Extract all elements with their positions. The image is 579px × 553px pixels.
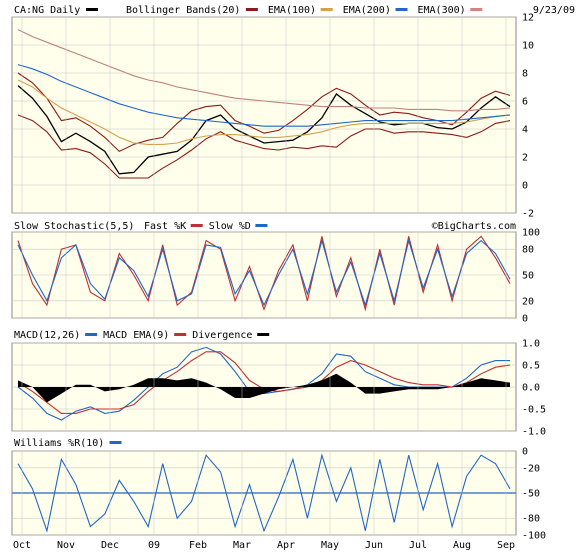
price-legend: Bollinger Bands(20) EMA(100) EMA(200) EMA(3… [86, 5, 483, 16]
williams-legend: Williams %R(10) [14, 438, 122, 449]
legend-label: MACD(12,26) [14, 330, 80, 341]
legend-swatch [255, 224, 268, 227]
x-tick-label: Jul [409, 540, 427, 551]
bb_lower-line [17, 114, 511, 179]
x-tick-label: Jun [365, 540, 383, 551]
legend-swatch [109, 441, 122, 444]
legend-label: Fast %K [144, 221, 186, 232]
y-tick-label: 0 [522, 181, 528, 192]
x-tick-label: Aug [453, 540, 471, 551]
y-tick-label: -20 [522, 463, 540, 474]
y-tick-label: 0 [522, 314, 528, 325]
macd-y-ticks: 1.0 0.5 0.0 -0.5 -1.0 [522, 339, 546, 438]
williams-y-ticks: 0 -20 -50 -80 -100 [522, 447, 546, 542]
x-tick-label: Apr [277, 540, 295, 551]
d-line [17, 238, 511, 307]
watermark: ©BigCharts.com [432, 221, 516, 232]
macd-series [17, 346, 511, 421]
y-tick-label: -50 [522, 489, 540, 500]
legend-swatch [470, 8, 483, 11]
legend-label: EMA(100) [268, 5, 316, 16]
x-tick-label: Sep [497, 540, 515, 551]
x-tick-label: Dec [101, 540, 119, 551]
williams-series [12, 453, 516, 533]
williams-panel: Williams %R(10) 0 -20 -50 -80 -100 [11, 438, 546, 542]
x-tick-label: Oct [13, 540, 31, 551]
price-panel-title: CA:NG Daily [14, 5, 80, 16]
price-panel: CA:NG Daily 9/23/09 Bollinger Bands(20) E… [11, 5, 575, 220]
y-tick-label: -2 [522, 209, 534, 220]
y-tick-label: 2 [522, 153, 528, 164]
legend-label: Divergence [192, 330, 252, 341]
y-tick-label: 12 [522, 13, 534, 24]
legend-label: Slow %D [209, 221, 251, 232]
y-tick-label: -80 [522, 514, 540, 525]
x-tick-label: 09 [148, 540, 160, 551]
legend-label: Bollinger Bands(20) [126, 5, 240, 16]
legend-swatch [174, 333, 187, 336]
x-tick-label: Feb [189, 540, 207, 551]
y-tick-label: 10 [522, 41, 534, 52]
y-tick-label: -0.5 [522, 405, 546, 416]
legend-label: MACD EMA(9) [103, 330, 169, 341]
x-tick-label: Nov [57, 540, 75, 551]
y-tick-label: 6 [522, 97, 528, 108]
y-tick-label: 0 [522, 447, 528, 458]
price-panel-bg [11, 16, 517, 214]
y-tick-label: 1.0 [522, 339, 540, 350]
x-tick-label: Mar [233, 540, 251, 551]
ema200-line [17, 64, 511, 127]
legend-swatch [85, 333, 98, 336]
stochastic-panel: Slow Stochastic(5,5) Fast %K Slow %D ©BigC… [11, 221, 540, 325]
legend-label: EMA(200) [343, 5, 391, 16]
ema100-line [17, 79, 511, 145]
y-tick-label: 80 [522, 245, 534, 256]
stochastic-grid [12, 231, 516, 319]
stochastic-series [17, 235, 511, 312]
x-tick-label: May [321, 540, 339, 551]
price-line [17, 85, 511, 175]
y-tick-label: 20 [522, 296, 534, 307]
stochastic-y-ticks: 100 80 50 20 0 [522, 228, 540, 325]
bb_upper-line [17, 72, 511, 153]
legend-swatch [320, 8, 333, 11]
legend-swatch [86, 8, 98, 11]
stochastic-legend: Slow Stochastic(5,5) Fast %K Slow %D [14, 221, 268, 232]
ema300-line [17, 29, 511, 112]
x-axis-labels: Oct Nov Dec 09 Feb Mar Apr May Jun Jul Aug Sep [13, 17, 515, 551]
legend-label: Slow Stochastic(5,5) [14, 221, 134, 232]
y-tick-label: 0.5 [522, 361, 540, 372]
legend-label: EMA(300) [418, 5, 466, 16]
legend-swatch [245, 8, 258, 11]
macd-legend: MACD(12,26) MACD EMA(9) Divergence [14, 330, 270, 341]
y-tick-label: 8 [522, 69, 528, 80]
wr-line [17, 453, 511, 533]
divergence-area [18, 373, 510, 403]
header-date: 9/23/09 [533, 5, 575, 16]
legend-label: Williams %R(10) [14, 438, 104, 449]
price-y-ticks: 12 10 8 6 4 2 0 -2 [522, 13, 534, 220]
y-tick-label: 0.0 [522, 383, 540, 394]
price-series [17, 29, 511, 179]
y-tick-label: -1.0 [522, 427, 546, 438]
legend-swatch [190, 224, 203, 227]
y-tick-label: 100 [522, 228, 540, 239]
y-tick-label: 50 [522, 271, 534, 282]
y-tick-label: 4 [522, 125, 528, 136]
legend-swatch [257, 333, 270, 336]
macd-panel: MACD(12,26) MACD EMA(9) Divergence 1.0 0.5 0… [11, 330, 546, 438]
legend-swatch [395, 8, 408, 11]
y-tick-label: -100 [522, 531, 546, 542]
